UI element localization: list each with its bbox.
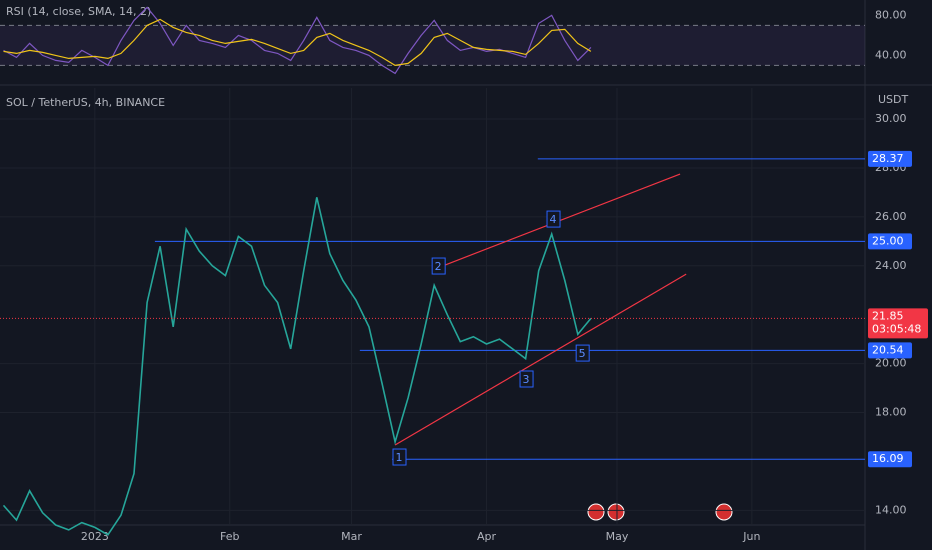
x-tick-label: May: [606, 530, 629, 543]
y-tick-label: 30.00: [875, 112, 907, 125]
series-line: [3, 18, 592, 67]
x-tick-label: Feb: [220, 530, 239, 543]
series-line: [2, 197, 592, 536]
y-tick-label: 24.00: [875, 259, 907, 272]
wave-label: 2: [435, 260, 442, 273]
y-tick-label: 14.00: [875, 503, 907, 516]
wave-box: [546, 210, 561, 228]
event-icon[interactable]: [587, 503, 605, 521]
y-tick-label: 20.00: [875, 357, 907, 370]
x-tick-label: Apr: [477, 530, 497, 543]
y-tick-label: 18.00: [875, 406, 907, 419]
trend-line: [394, 273, 687, 446]
wave-box: [431, 257, 446, 275]
countdown-label: 03:05:48: [872, 322, 921, 335]
event-icons[interactable]: [587, 503, 733, 521]
unit-label: USDT: [878, 93, 909, 106]
level-label: 16.09: [872, 452, 904, 465]
last-price-label: 21.85: [872, 309, 904, 322]
panel-title: SOL / TetherUS, 4h, BINANCE: [6, 96, 165, 109]
event-icon[interactable]: [607, 503, 625, 521]
y-tick-label: 80.00: [875, 8, 907, 21]
wave-label: 5: [579, 347, 586, 360]
level-label-box: [868, 150, 912, 167]
x-tick-label: Jun: [742, 530, 760, 543]
wave-label: 4: [550, 213, 557, 226]
wave-box: [575, 344, 590, 362]
level-label: 20.54: [872, 343, 904, 356]
wave-label: 3: [523, 373, 530, 386]
last-price-box: [868, 308, 928, 339]
rsi-band: [0, 25, 865, 66]
level-label: 25.00: [872, 234, 904, 247]
x-tick-label: Mar: [341, 530, 362, 543]
event-icon[interactable]: [715, 503, 733, 521]
panel-title: RSI (14, close, SMA, 14, 2): [6, 5, 151, 18]
x-tick-label: 2023: [81, 530, 109, 543]
y-tick-label: 26.00: [875, 210, 907, 223]
y-tick-label: 40.00: [875, 48, 907, 61]
wave-box: [519, 370, 534, 388]
wave-label: 1: [395, 451, 402, 464]
level-label-box: [868, 451, 912, 468]
level-label-box: [868, 233, 912, 250]
level-label-box: [868, 342, 912, 359]
level-label: 28.37: [872, 152, 904, 165]
wave-box: [392, 448, 407, 466]
